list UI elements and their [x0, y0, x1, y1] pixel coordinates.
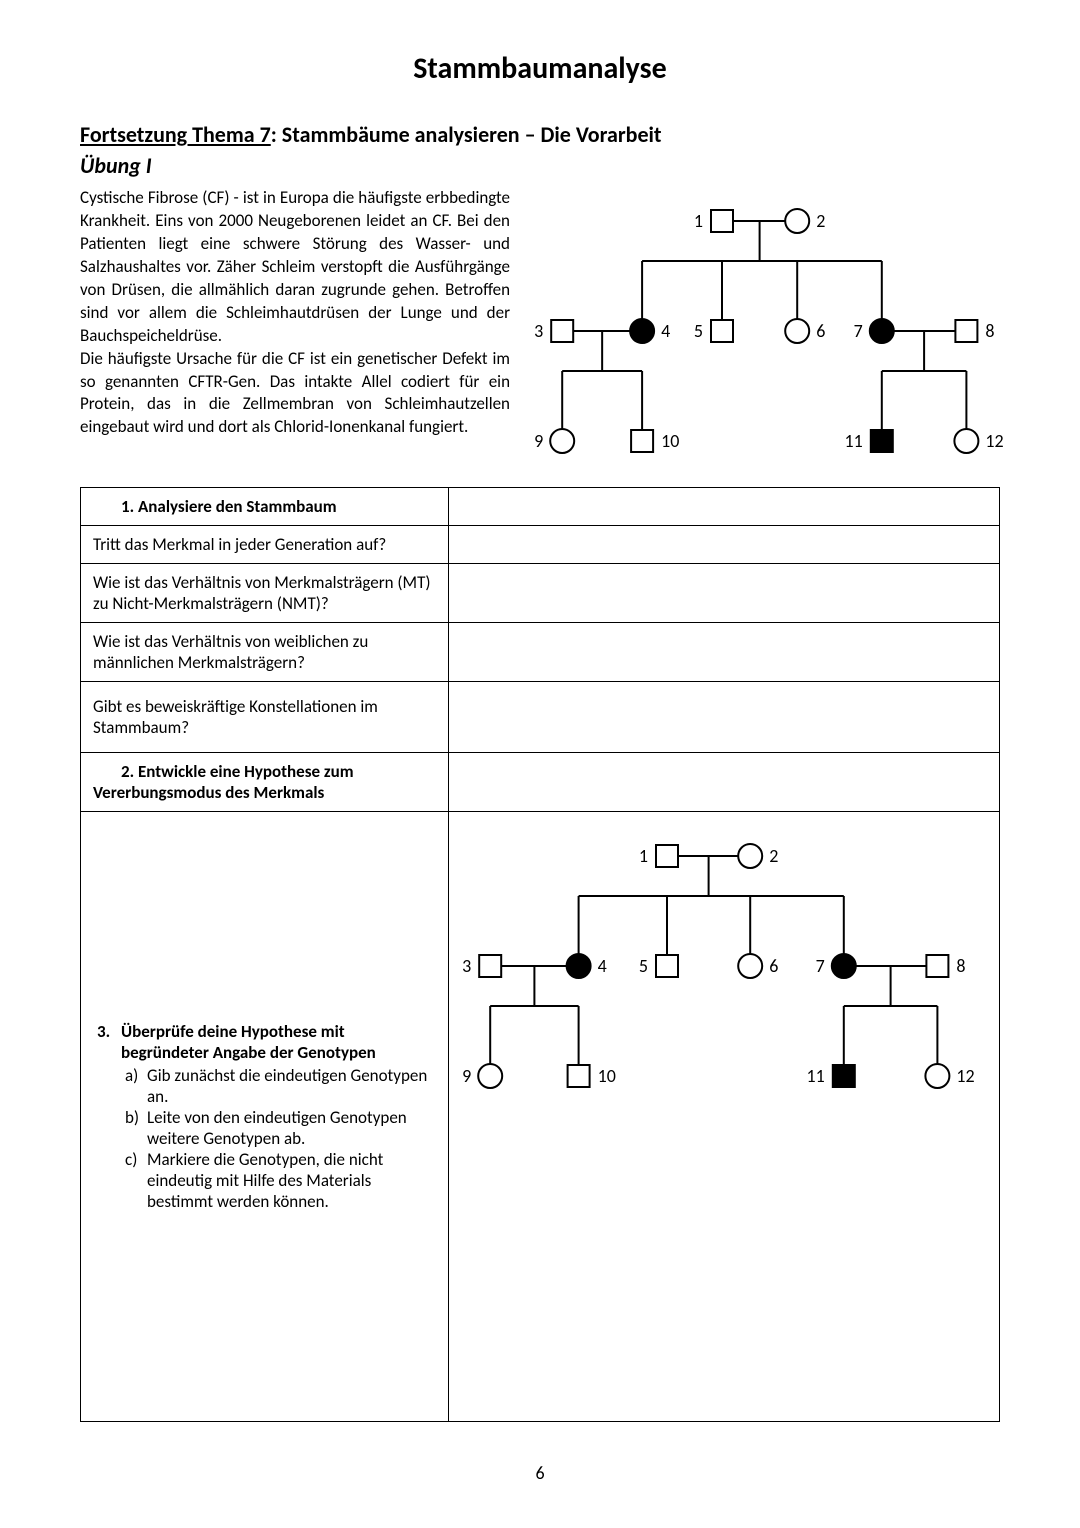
- analysis-table: 1. Analysiere den Stammbaum Tritt das Me…: [80, 487, 1000, 1422]
- task3-cell: 3. Überprüfe deine Hypothese mit begründ…: [81, 812, 449, 1422]
- section-heading-prefix: Fortsetzung Thema 7: [80, 121, 271, 148]
- svg-text:11: 11: [806, 1065, 824, 1087]
- svg-text:1: 1: [638, 845, 647, 867]
- svg-text:4: 4: [661, 320, 670, 342]
- intro-row: Cystische Fibrose (CF) - ist in Europa d…: [80, 187, 1000, 461]
- svg-text:12: 12: [985, 430, 1003, 452]
- q1-answer: [448, 526, 999, 564]
- svg-text:10: 10: [597, 1065, 615, 1087]
- svg-text:7: 7: [854, 320, 863, 342]
- svg-text:7: 7: [815, 955, 824, 977]
- svg-text:9: 9: [534, 430, 543, 452]
- task3-a-letter: a): [125, 1065, 147, 1107]
- q2-answer: [448, 564, 999, 623]
- svg-text:5: 5: [638, 955, 647, 977]
- task1-label: 1. Analysiere den Stammbaum: [121, 496, 337, 517]
- svg-text:5: 5: [694, 320, 703, 342]
- pedigree-top: 123456789101112: [534, 187, 1004, 461]
- svg-text:6: 6: [769, 955, 778, 977]
- svg-text:2: 2: [816, 210, 825, 232]
- task3-a-text: Gib zunächst die eindeutigen Genotypen a…: [147, 1065, 436, 1107]
- svg-text:11: 11: [845, 430, 863, 452]
- task2-answer: [448, 753, 999, 812]
- exercise-label: Übung I: [80, 152, 1000, 179]
- intro-text: Cystische Fibrose (CF) - ist in Europa d…: [80, 187, 510, 439]
- page-number: 6: [80, 1462, 1000, 1484]
- task2-cell: 2. Entwickle eine Hypothese zum Vererbun…: [81, 753, 449, 812]
- svg-text:2: 2: [769, 845, 778, 867]
- svg-text:4: 4: [597, 955, 606, 977]
- svg-text:3: 3: [534, 320, 543, 342]
- task3-b-text: Leite von den eindeutigen Genotypen weit…: [147, 1107, 436, 1149]
- q3-answer: [448, 623, 999, 682]
- task3-title: Überprüfe deine Hypothese mit begründete…: [121, 1021, 436, 1063]
- svg-text:12: 12: [956, 1065, 974, 1087]
- svg-text:8: 8: [956, 955, 965, 977]
- pedigree-diagram-top: 123456789101112: [534, 191, 1004, 461]
- q2-cell: Wie ist das Verhältnis von Merkmalsträge…: [81, 564, 449, 623]
- page-title: Stammbaumanalyse: [80, 50, 1000, 87]
- task3-c-text: Markiere die Genotypen, die nicht eindeu…: [147, 1149, 436, 1212]
- task3-answer: 123456789101112: [448, 812, 999, 1422]
- task3-num: 3.: [97, 1021, 121, 1063]
- svg-text:1: 1: [694, 210, 703, 232]
- section-heading: Fortsetzung Thema 7: Stammbäume analysie…: [80, 121, 1000, 148]
- intro-paragraph-2: Die häufigste Ursache für die CF ist ein…: [80, 348, 510, 440]
- q3-cell: Wie ist das Verhältnis von weiblichen zu…: [81, 623, 449, 682]
- task2-label: 2. Entwickle eine Hypothese zum Vererbun…: [93, 761, 354, 803]
- svg-text:6: 6: [816, 320, 825, 342]
- q1-cell: Tritt das Merkmal in jeder Generation au…: [81, 526, 449, 564]
- svg-text:8: 8: [985, 320, 994, 342]
- svg-text:3: 3: [462, 955, 471, 977]
- task3-c-letter: c): [125, 1149, 147, 1212]
- svg-text:10: 10: [661, 430, 679, 452]
- svg-text:9: 9: [462, 1065, 471, 1087]
- section-heading-rest: : Stammbäume analysieren – Die Vorarbeit: [271, 121, 662, 148]
- q4-answer: [448, 682, 999, 753]
- intro-paragraph-1: Cystische Fibrose (CF) - ist in Europa d…: [80, 187, 510, 348]
- task1-cell: 1. Analysiere den Stammbaum: [81, 488, 449, 526]
- task3-b-letter: b): [125, 1107, 147, 1149]
- task1-answer: [448, 488, 999, 526]
- q4-cell: Gibt es beweiskräftige Konstellationen i…: [81, 682, 449, 753]
- pedigree-diagram-bottom: 123456789101112: [459, 826, 979, 1116]
